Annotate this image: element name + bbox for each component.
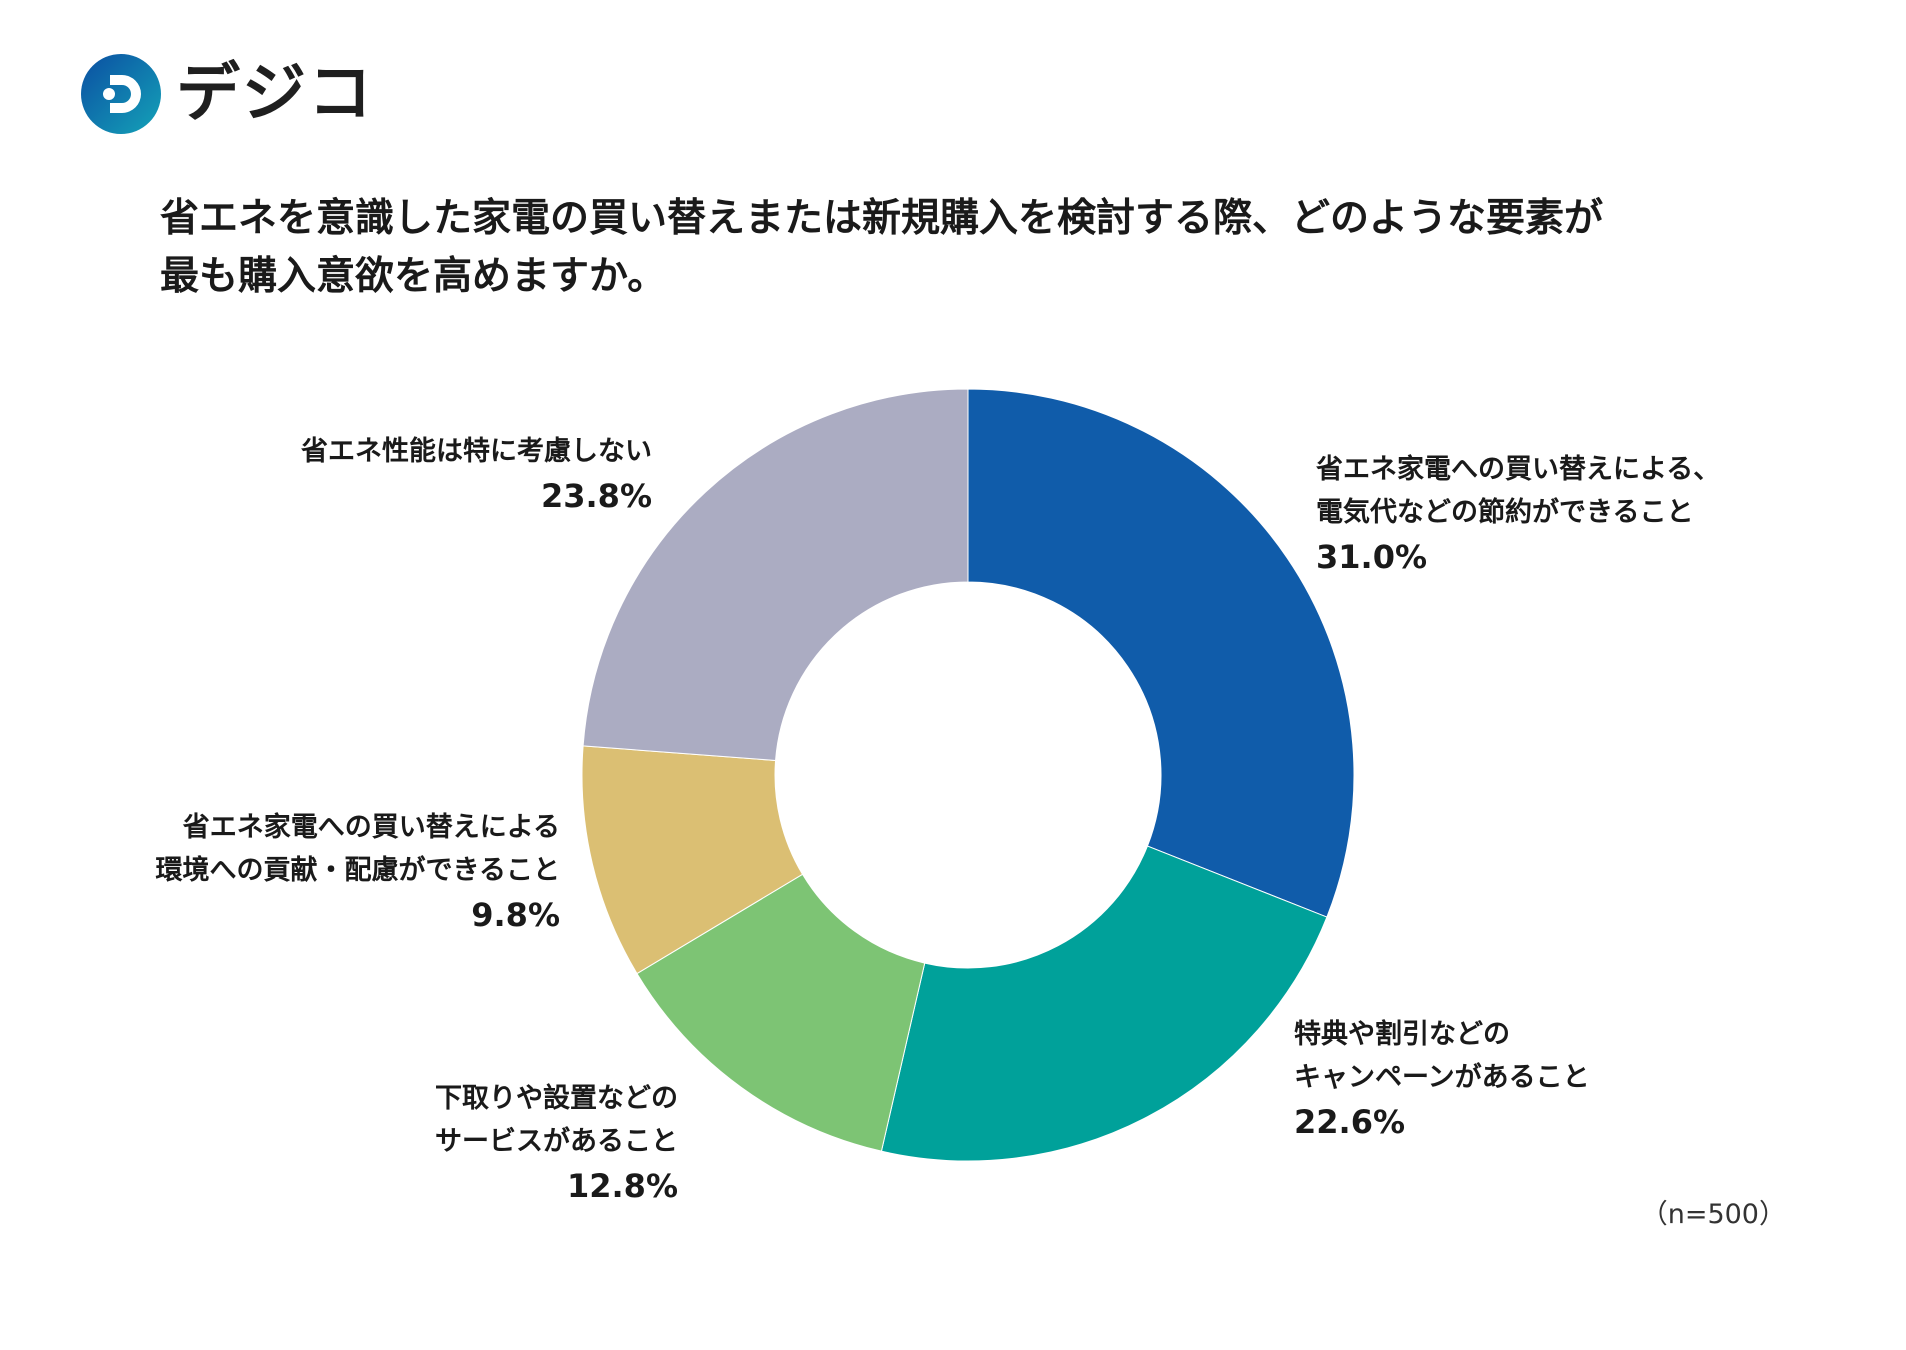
- logo-text: デジコ: [176, 57, 374, 131]
- slice-label-campaign: 特典や割引などの キャンペーンがあること 22.6%: [1294, 1013, 1590, 1145]
- brand-logo: デジコ: [80, 52, 374, 136]
- slice-label-campaign-line-2: キャンペーンがあること: [1294, 1062, 1590, 1093]
- slice-label-energy-savings: 省エネ家電への買い替えによる、 電気代などの節約ができること 31.0%: [1316, 448, 1720, 580]
- slice-label-environment-line-2: 環境への貢献・配慮ができること: [155, 855, 560, 886]
- slice-label-not-considered: 省エネ性能は特に考慮しない 23.8%: [301, 430, 652, 519]
- slice-value-campaign: 22.6%: [1294, 1103, 1406, 1141]
- chart-title-line-2: 最も購入意欲を高めますか。: [160, 254, 667, 299]
- slice-label-service-line-1: 下取りや設置などの: [435, 1083, 678, 1114]
- slice-label-environment: 省エネ家電への買い替えによる 環境への貢献・配慮ができること 9.8%: [156, 806, 560, 938]
- chart-title: 省エネを意識した家電の買い替えまたは新規購入を検討する際、どのような要素が 最も…: [160, 190, 1800, 306]
- sample-size-note: （n=500）: [1640, 1199, 1786, 1230]
- slice-label-service-line-2: サービスがあること: [435, 1126, 678, 1157]
- slice-label-not-considered-line-1: 省エネ性能は特に考慮しない: [301, 436, 652, 467]
- slice-label-campaign-line-1: 特典や割引などの: [1294, 1019, 1510, 1050]
- slice-value-not-considered: 23.8%: [540, 477, 652, 515]
- slice-label-energy-savings-line-2: 電気代などの節約ができること: [1316, 497, 1694, 528]
- slice-label-energy-savings-line-1: 省エネ家電への買い替えによる、: [1316, 454, 1721, 485]
- donut-slice-2: [636, 873, 926, 1152]
- d-logo-icon: [81, 54, 161, 134]
- donut-slice-4: [582, 388, 969, 761]
- slice-label-service: 下取りや設置などの サービスがあること 12.8%: [435, 1077, 678, 1209]
- slice-value-environment: 9.8%: [471, 896, 560, 934]
- slice-value-energy-savings: 31.0%: [1316, 538, 1428, 576]
- slice-value-service: 12.8%: [566, 1167, 678, 1205]
- donut-slice-1: [880, 845, 1328, 1162]
- slice-label-environment-line-1: 省エネ家電への買い替えによる: [182, 812, 560, 843]
- donut-slice-0: [967, 388, 1355, 918]
- chart-title-line-1: 省エネを意識した家電の買い替えまたは新規購入を検討する際、どのような要素が: [160, 196, 1604, 241]
